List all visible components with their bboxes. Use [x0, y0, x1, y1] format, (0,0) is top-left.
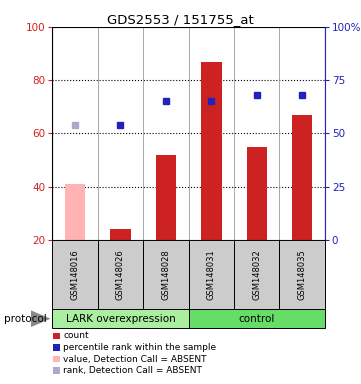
Bar	[234, 240, 279, 309]
Text: GSM148026: GSM148026	[116, 249, 125, 300]
Text: GSM148032: GSM148032	[252, 249, 261, 300]
Text: LARK overexpression: LARK overexpression	[66, 314, 175, 324]
Bar	[65, 184, 85, 240]
Bar	[189, 309, 325, 328]
Text: GSM148035: GSM148035	[298, 249, 307, 300]
Bar	[53, 356, 61, 362]
Bar	[247, 147, 267, 240]
Bar	[156, 155, 176, 240]
Text: GSM148028: GSM148028	[161, 249, 170, 300]
Bar	[292, 115, 312, 240]
Bar	[189, 240, 234, 309]
Bar	[53, 344, 61, 351]
Text: GSM148031: GSM148031	[207, 249, 216, 300]
Text: count: count	[63, 331, 89, 341]
Bar	[53, 367, 61, 374]
Text: GSM148016: GSM148016	[70, 249, 79, 300]
Bar	[98, 240, 143, 309]
Bar	[143, 240, 189, 309]
Bar	[201, 61, 222, 240]
Bar	[279, 240, 325, 309]
Bar	[52, 309, 189, 328]
Text: value, Detection Call = ABSENT: value, Detection Call = ABSENT	[63, 354, 207, 364]
Text: rank, Detection Call = ABSENT: rank, Detection Call = ABSENT	[63, 366, 202, 375]
Text: GDS2553 / 151755_at: GDS2553 / 151755_at	[107, 13, 254, 26]
Bar	[52, 240, 98, 309]
Text: percentile rank within the sample: percentile rank within the sample	[63, 343, 216, 352]
Text: protocol: protocol	[4, 314, 46, 324]
Bar	[53, 333, 61, 339]
Bar	[110, 229, 131, 240]
Polygon shape	[31, 310, 51, 327]
Text: control: control	[239, 314, 275, 324]
